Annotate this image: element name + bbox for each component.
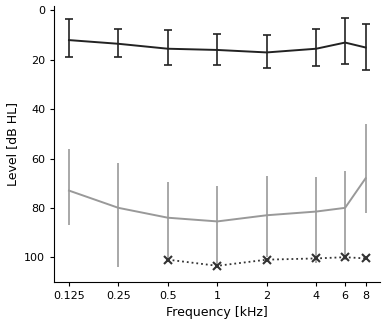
Y-axis label: Level [dB HL]: Level [dB HL] — [5, 102, 19, 186]
X-axis label: Frequency [kHz]: Frequency [kHz] — [166, 306, 268, 319]
